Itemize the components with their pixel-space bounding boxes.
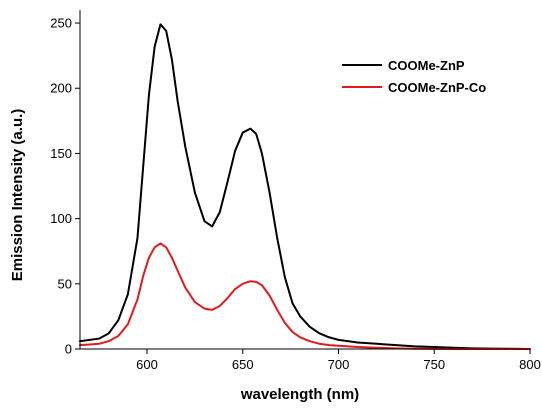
series-line-2	[79, 242, 531, 350]
ticks-layer: 600 650 700 750 800 0 50 100 150 200 250	[50, 16, 541, 372]
y-tick-label: 150	[50, 146, 72, 161]
x-tick-label: 750	[423, 357, 445, 372]
series-line-1	[79, 23, 531, 350]
x-tick-label: 700	[328, 357, 350, 372]
legend: COOMe-ZnP COOMe-ZnP-Co	[342, 58, 486, 95]
y-tick-label: 0	[65, 342, 72, 357]
y-tick-label: 200	[50, 81, 72, 96]
legend-label-1: COOMe-ZnP	[388, 58, 465, 73]
y-axis-title: Emission Intensity (a.u.)	[9, 109, 26, 282]
y-tick-label: 50	[58, 276, 72, 291]
x-tick-label: 800	[519, 357, 541, 372]
legend-label-2: COOMe-ZnP-Co	[388, 80, 486, 95]
y-tick-label: 100	[50, 211, 72, 226]
axes-layer	[79, 10, 530, 350]
series-layer	[79, 23, 531, 350]
x-axis-title: wavelength (nm)	[240, 386, 359, 403]
x-tick-label: 650	[232, 357, 254, 372]
y-tick-label: 250	[50, 16, 72, 31]
x-tick-label: 600	[136, 357, 158, 372]
